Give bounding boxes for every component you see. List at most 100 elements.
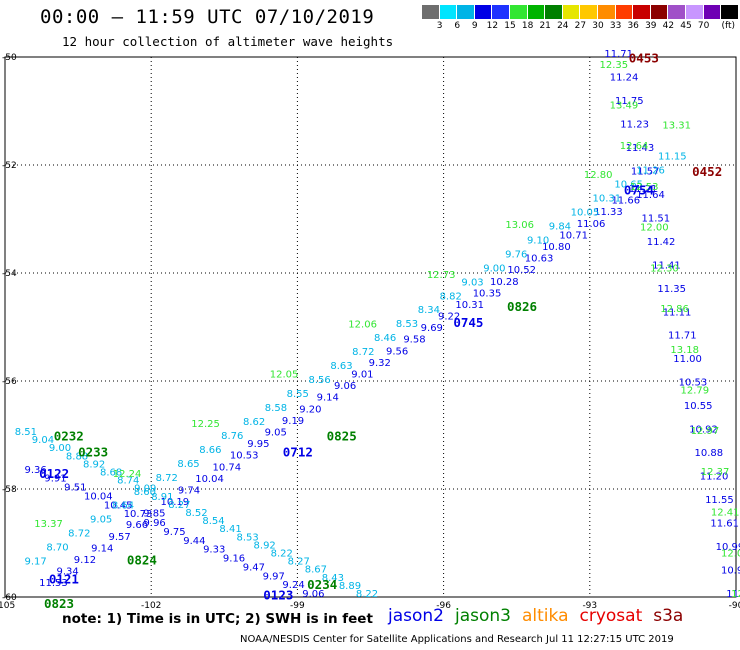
swh-value: 9.47 [243,562,265,573]
swh-value: 10.53 [679,378,708,389]
swh-value: 9.36 [24,465,46,476]
swh-value: 9.58 [403,335,425,346]
swh-value: 11.33 [594,207,623,218]
swh-value: 8.72 [68,529,90,540]
swh-value: 8.63 [330,361,352,372]
swh-value: 9.85 [143,509,165,520]
pass-time-label: 0232 [54,428,84,443]
swh-value: 10.88 [694,448,723,459]
colorbar-label: 39 [645,21,657,31]
swh-value: 12.24 [113,469,142,480]
swh-value: 11.51 [641,213,670,224]
swh-value: 12.79 [681,385,710,396]
swh-value: 8.51 [15,427,37,438]
swh-value: 8.52 [185,508,207,519]
colorbar-label: 24 [557,21,569,31]
colorbar-label: 6 [454,21,461,31]
swh-value: 8.56 [308,375,330,386]
colorbar-swatch [545,5,563,19]
swh-value: 11.24 [610,72,639,83]
colorbar-label: 30 [592,21,604,31]
swh-value: 9.96 [144,518,166,529]
note-text: note: 1) Time is in UTC; 2) SWH is in fe… [62,611,373,627]
swh-value: 9.33 [203,545,225,556]
swh-value: 12.53 [630,182,659,193]
swh-value: 10.19 [161,497,190,508]
swh-value: 10.55 [684,401,713,412]
swh-value: 10.98 [721,566,740,577]
swh-value: 12.25 [191,419,220,430]
colorbar-label: 45 [680,21,692,31]
swh-value: 9.57 [108,532,130,543]
colorbar-swatch [633,5,651,19]
swh-value: 8.62 [243,417,265,428]
satellite-legend: jason2 jason3 altika cryosat s3a [388,606,694,626]
swh-value: 12.41 [711,508,740,519]
swh-value: 9.10 [527,235,549,246]
swh-value: 9.24 [282,580,304,591]
swh-value: 11.21 [629,184,658,195]
y-tick-label: -56 [2,377,17,387]
legend-s3a: s3a [653,606,684,626]
swh-value: 13.18 [670,345,699,356]
swh-value: 10.04 [84,491,113,502]
swh-value: 9.14 [91,543,113,554]
colorbar-label: 42 [662,21,675,31]
colorbar-swatch [650,5,669,19]
swh-value: 10.80 [542,242,571,253]
swh-value: 12.06 [348,320,377,331]
swh-value: 12.06 [721,548,740,559]
pass-time-label: 0233 [78,445,108,460]
swh-value: 10.53 [230,451,259,462]
swh-value: 12.80 [584,170,613,181]
swh-value: 12.64 [620,141,649,152]
x-tick-label: -102 [141,601,161,611]
swh-value: 8.74 [117,476,139,487]
swh-value: 8.72 [156,473,178,484]
pass-time-label: 0745 [453,315,483,330]
swh-value: 11.35 [657,284,686,295]
swh-value: 11.15 [658,152,687,163]
pass-time-label: 0826 [507,299,537,314]
swh-value: 10.73 [124,509,153,520]
swh-value: 8.58 [265,403,287,414]
credit-text: NOAA/NESDIS Center for Satellite Applica… [240,634,674,645]
x-tick-label: -96 [436,601,451,611]
swh-value: 9.95 [247,439,269,450]
swh-value: 11.20 [700,472,729,483]
swh-value: 8.60 [134,487,156,498]
colorbar-swatch [721,5,739,19]
colorbar [422,5,739,19]
swh-value: 8.64 [112,501,134,512]
swh-value: 11.71 [604,49,633,60]
pass-time-label: 0452 [692,164,722,179]
swh-value: 11.64 [636,190,665,201]
swh-value: 12.35 [600,60,629,71]
swh-value: 8.34 [418,305,440,316]
swh-value: 9.00 [483,263,505,274]
swh-value: 8.66 [199,445,221,456]
swh-value: 9.76 [505,249,527,260]
colorbar-label: 15 [504,21,516,31]
swh-value: 11.55 [705,495,734,506]
swh-value: 11.23 [620,119,649,130]
colorbar-swatch [457,5,475,19]
swh-value: 10.74 [213,462,242,473]
swh-value: 10.31 [455,300,484,311]
colorbar-swatch [615,5,634,19]
swh-value: 8.72 [352,347,374,358]
pass-time-label: 0121 [49,572,79,587]
swh-value: 11.53 [39,578,68,589]
y-tick-label: -58 [2,485,17,495]
y-tick-label: -50 [2,53,17,63]
swh-value: 10.71 [559,230,588,241]
swh-value: 12.73 [427,270,456,281]
swh-value: 13.37 [34,519,63,530]
swh-value: 9.06 [334,381,356,392]
swh-value: 11.66 [611,196,640,207]
swh-value: 11.43 [626,143,655,154]
colorbar-labels: 3 6 9 12 15 18 21 24 27 30 33 36 39 42 45 70 (ft) [422,21,735,33]
y-tick-label: -60 [2,593,17,603]
swh-value: 12.00 [640,223,669,234]
